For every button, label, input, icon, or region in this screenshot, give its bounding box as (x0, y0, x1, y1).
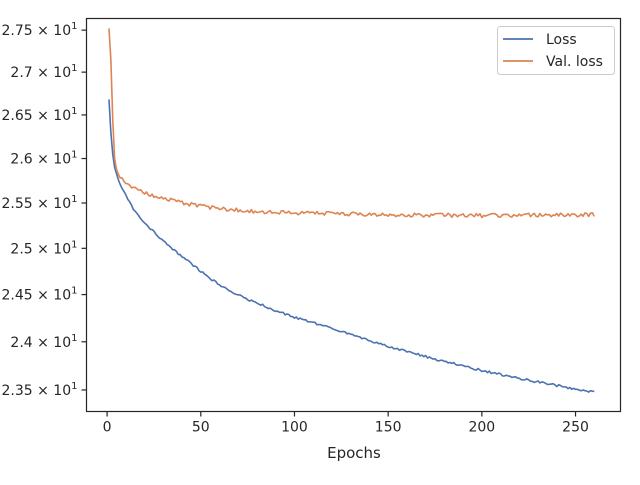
x-tick-label: 0 (103, 420, 112, 436)
x-tick-label: 50 (192, 420, 210, 436)
x-tick-label: 200 (468, 420, 495, 436)
series-line-loss (108, 99, 595, 393)
x-tick-label: 100 (281, 420, 308, 436)
plot-area-frame (85, 17, 622, 413)
y-tick-label: 2.4 × 101 (10, 333, 77, 351)
y-tick-label: 2.65 × 101 (2, 106, 78, 124)
y-tick-label: 2.55 × 101 (2, 194, 78, 212)
y-tick-label: 2.75 × 101 (2, 21, 78, 39)
y-tick-label: 2.45 × 101 (2, 286, 78, 304)
legend-label: Val. loss (546, 54, 603, 70)
x-tick-label: 250 (562, 420, 589, 436)
y-tick-label: 2.6 × 101 (10, 150, 77, 168)
series-line-val-loss (108, 28, 595, 219)
y-tick-label: 2.5 × 101 (10, 239, 77, 257)
x-axis-label: Epochs (327, 444, 381, 462)
y-tick-label: 2.35 × 101 (2, 381, 78, 399)
legend-label: Loss (546, 32, 577, 48)
x-tick-label: 150 (375, 420, 402, 436)
y-tick-label: 2.7 × 101 (10, 63, 77, 81)
